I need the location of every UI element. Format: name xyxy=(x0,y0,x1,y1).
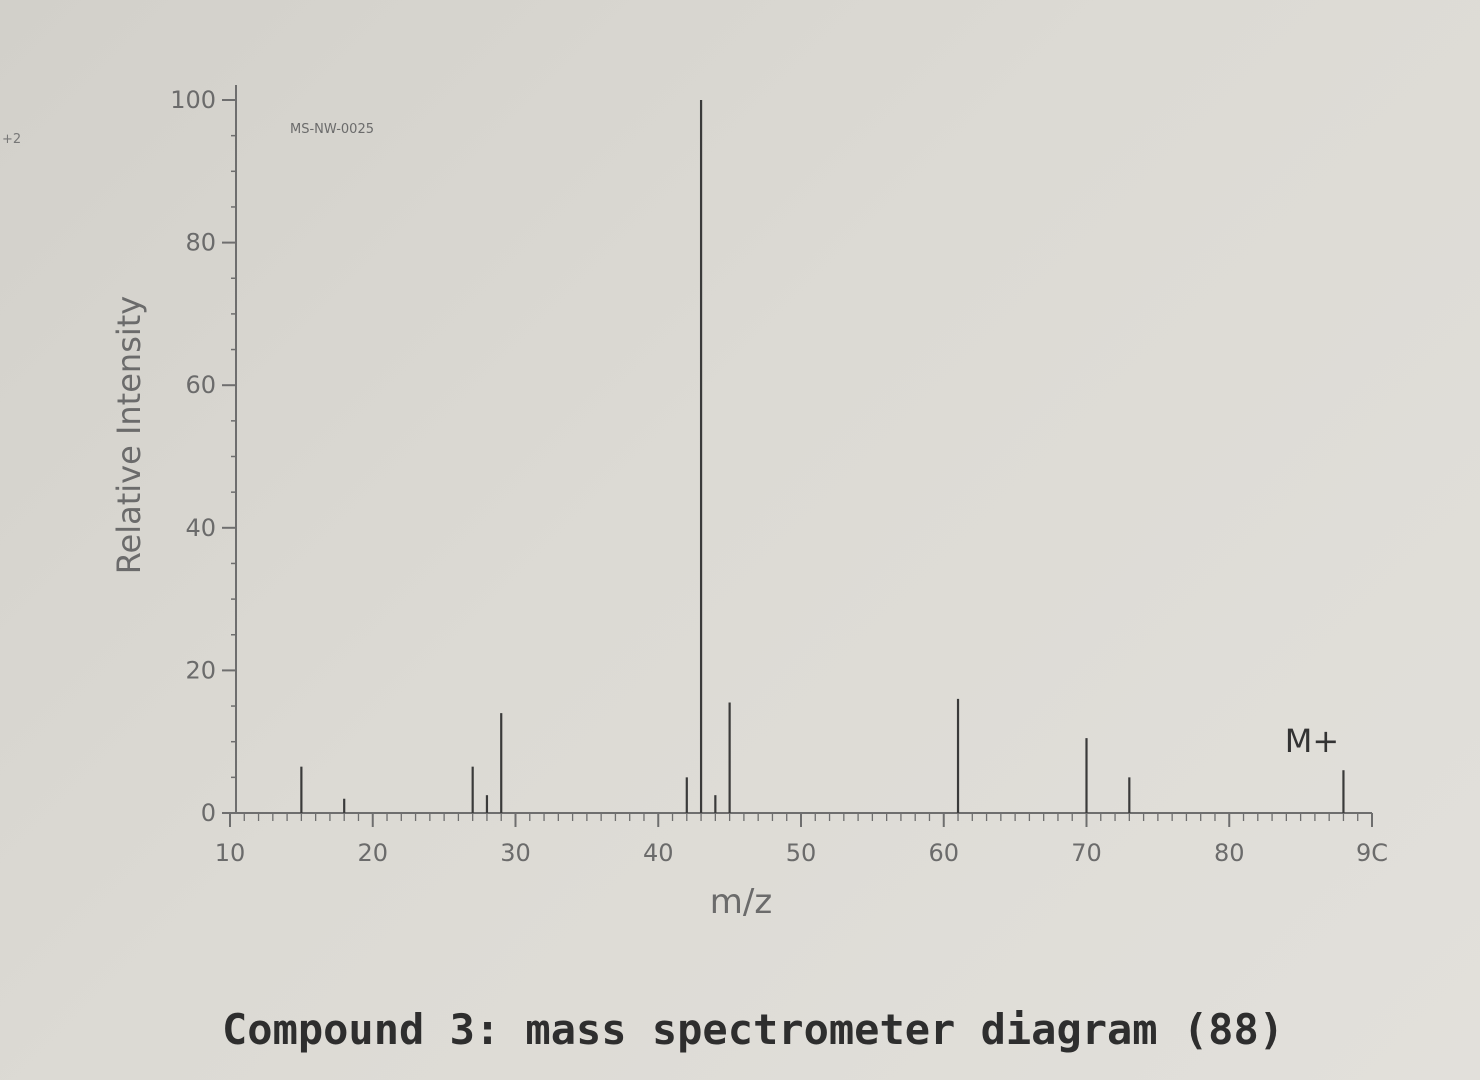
x-tick-label: 30 xyxy=(500,839,531,867)
x-axis-title: m/z xyxy=(710,882,772,922)
axes xyxy=(222,85,1373,827)
y-tick-label: 80 xyxy=(185,229,216,257)
y-tick-label: 0 xyxy=(201,799,216,827)
edge-mark: +2 xyxy=(2,132,22,147)
x-tick-label: 10 xyxy=(215,839,246,867)
x-tick-label: 40 xyxy=(643,839,674,867)
x-tick-label: 9C xyxy=(1356,839,1388,867)
x-tick-label: 20 xyxy=(357,839,388,867)
y-tick-label: 100 xyxy=(170,86,216,114)
axis-labels: 0 20 40 60 80 100 10 20 30 40 50 60 70 80 9C m/z Relativ… xyxy=(110,86,1388,922)
spectrum-code-label: MS-NW-0025 xyxy=(290,122,374,137)
y-axis-title: Relative Intensity xyxy=(110,296,148,575)
x-tick-label: 70 xyxy=(1071,839,1102,867)
y-tick-label: 20 xyxy=(185,656,216,684)
figure-caption: Compound 3: mass spectrometer diagram (8… xyxy=(222,1005,1285,1054)
x-tick-label: 60 xyxy=(928,839,959,867)
x-tick-label: 80 xyxy=(1214,839,1245,867)
molecular-ion-label: M+ xyxy=(1285,722,1339,760)
mass-spectrum-chart: 0 20 40 60 80 100 10 20 30 40 50 60 70 80 9C m/z Relativ… xyxy=(110,85,1388,922)
y-tick-label: 40 xyxy=(185,514,216,542)
y-tick-label: 60 xyxy=(185,371,216,399)
peaks xyxy=(300,100,1345,813)
x-tick-label: 50 xyxy=(786,839,817,867)
